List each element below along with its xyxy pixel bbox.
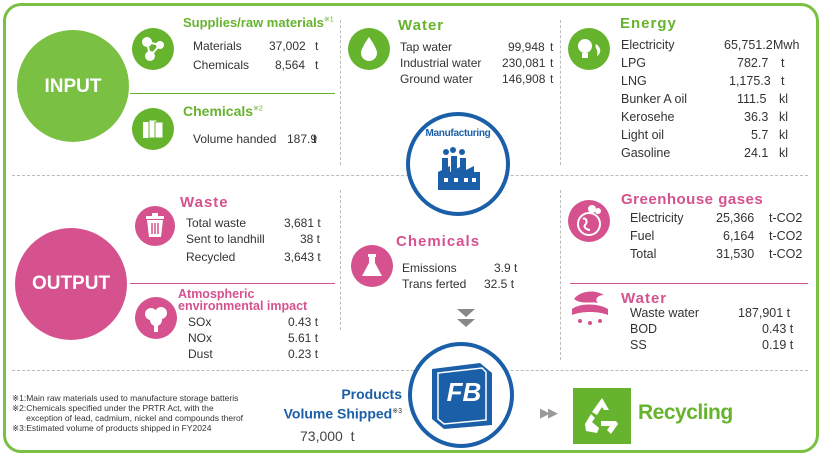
input-circle [17, 30, 129, 142]
water-in-title: Water [398, 17, 445, 34]
canister-icon [132, 108, 174, 150]
divider-water [570, 283, 808, 284]
products-volume: 73,000 t [300, 428, 355, 444]
energy-title: Energy [620, 15, 677, 32]
divider-bottom [12, 370, 808, 371]
flask-icon [351, 245, 393, 287]
down-arrow-icon [455, 307, 477, 336]
trash-icon [135, 206, 175, 246]
energy-bulb-icon [568, 28, 610, 70]
wave-icon [568, 287, 612, 332]
footnote: ※3:Estimated volume of products shipped … [12, 423, 212, 433]
manufacturing-circle [406, 112, 510, 216]
atmos-title: Atmospheric environmental impact [178, 287, 308, 313]
divider-v3 [340, 190, 342, 330]
supplies-title: Supplies/raw materials※1 [183, 15, 334, 30]
outer-frame [3, 3, 819, 453]
tree-icon [135, 297, 177, 339]
recycling-label: Recycling [638, 401, 733, 424]
water-drop-icon [348, 28, 390, 70]
recycle-arrows: ▶▶ [540, 405, 558, 420]
divider-v1 [340, 20, 342, 165]
footnote: exception of lead, cadmium, nickel and c… [12, 413, 244, 423]
manufacturing-label: Manufacturing [425, 128, 491, 139]
fb-logo [424, 359, 498, 431]
divider-v4 [560, 190, 562, 360]
chemicals-out-title: Chemicals [396, 233, 481, 250]
divider-output [130, 283, 335, 284]
output-circle [15, 228, 127, 340]
footnote: ※1:Main raw materials used to manufactur… [12, 393, 239, 403]
chemicals-in-title: Chemicals※2 [183, 103, 263, 119]
divider-v2 [560, 20, 562, 165]
globe-icon [568, 200, 610, 242]
waste-title: Waste [180, 194, 229, 211]
water-out-title: Water [621, 290, 668, 307]
fb-logo-text: FB [446, 377, 482, 407]
input-label: INPUT [44, 76, 102, 97]
divider-input [130, 93, 335, 94]
factory-icon [436, 146, 482, 197]
ghg-title: Greenhouse gases [621, 191, 764, 208]
recycle-icon [573, 388, 631, 444]
molecule-icon [132, 28, 174, 70]
output-label: OUTPUT [31, 273, 111, 294]
footnote: ※2:Chemicals specified under the PRTR Ac… [12, 403, 214, 413]
products-title: Products Volume Shipped※3 [283, 386, 402, 422]
